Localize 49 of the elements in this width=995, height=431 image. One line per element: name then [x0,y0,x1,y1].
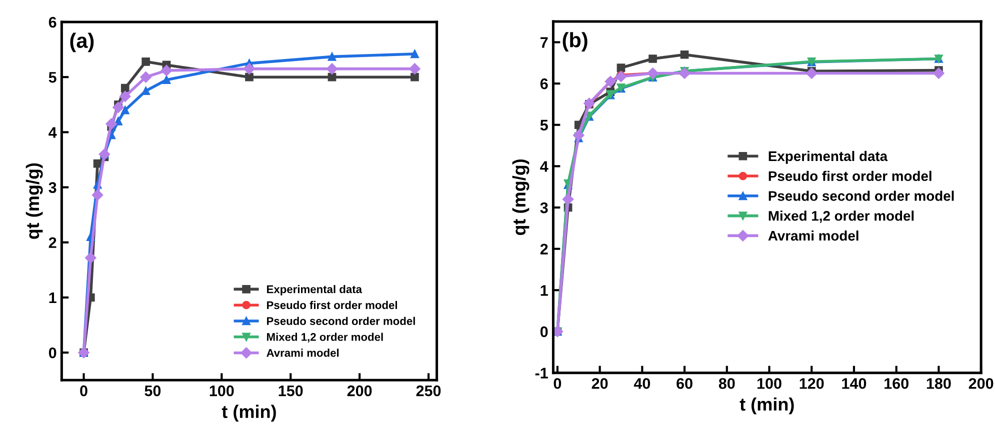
x-tick-label: 80 [718,378,735,389]
x-axis-title: t (min) [740,397,794,414]
x-tick-label: 140 [842,378,866,389]
y-tick-label: 3 [48,182,56,193]
x-tick-label: 200 [347,385,372,396]
y-tick-label: 1 [540,285,548,296]
y-tick-label: 6 [48,16,56,28]
x-tick-label: 100 [210,385,234,396]
y-tick-label: 1 [49,292,56,304]
legend-label: Pseudo second order model [768,190,954,201]
legend-label: Avrami model [266,348,339,357]
y-tick-label: 5 [540,120,548,131]
y-tick-label: -1 [535,368,548,378]
legend-label: Avrami model [768,230,858,241]
annotation: (b) [562,32,588,52]
x-tick-label: 50 [144,385,161,396]
y-axis-title: qt (mg/g) [26,163,43,239]
legend-label: Pseudo first order model [768,170,932,182]
x-tick-label: 20 [592,378,608,389]
x-tick-label: 150 [278,385,303,396]
legend-label: Mixed 1,2 order model [267,332,383,343]
legend-label: Pseudo first order model [267,300,398,310]
legend-label: Pseudo second order model [267,316,415,326]
y-tick-label: 0 [540,326,548,338]
y-tick-label: 7 [540,37,548,48]
x-tick-label: 40 [634,378,650,389]
y-tick-label: 2 [540,244,548,254]
x-tick-label: 0 [80,385,88,396]
x-tick-label: 160 [884,378,908,389]
y-tick-label: 4 [48,127,57,138]
x-tick-label: 120 [800,378,824,389]
y-tick-label: 0 [48,347,56,358]
x-tick-label: 200 [968,378,994,389]
y-tick-label: 5 [48,72,56,83]
x-tick-label: 60 [676,378,692,389]
x-tick-label: 250 [416,385,441,396]
y-tick-label: 6 [540,78,548,90]
x-tick-label: 0 [554,378,562,389]
legend-label: Experimental data [267,285,362,296]
annotation: (a) [70,32,94,52]
x-axis-title: t (min) [222,404,276,422]
x-tick-label: 100 [757,378,782,389]
x-tick-label: 180 [926,378,951,389]
y-axis-title: qt (mg/g) [512,159,530,236]
legend-label: Experimental data [768,150,888,164]
legend-label: Mixed 1,2 order model [768,210,914,223]
y-tick-label: 3 [540,202,548,214]
y-tick-label: 4 [540,161,548,172]
y-tick-label: 2 [48,237,56,248]
